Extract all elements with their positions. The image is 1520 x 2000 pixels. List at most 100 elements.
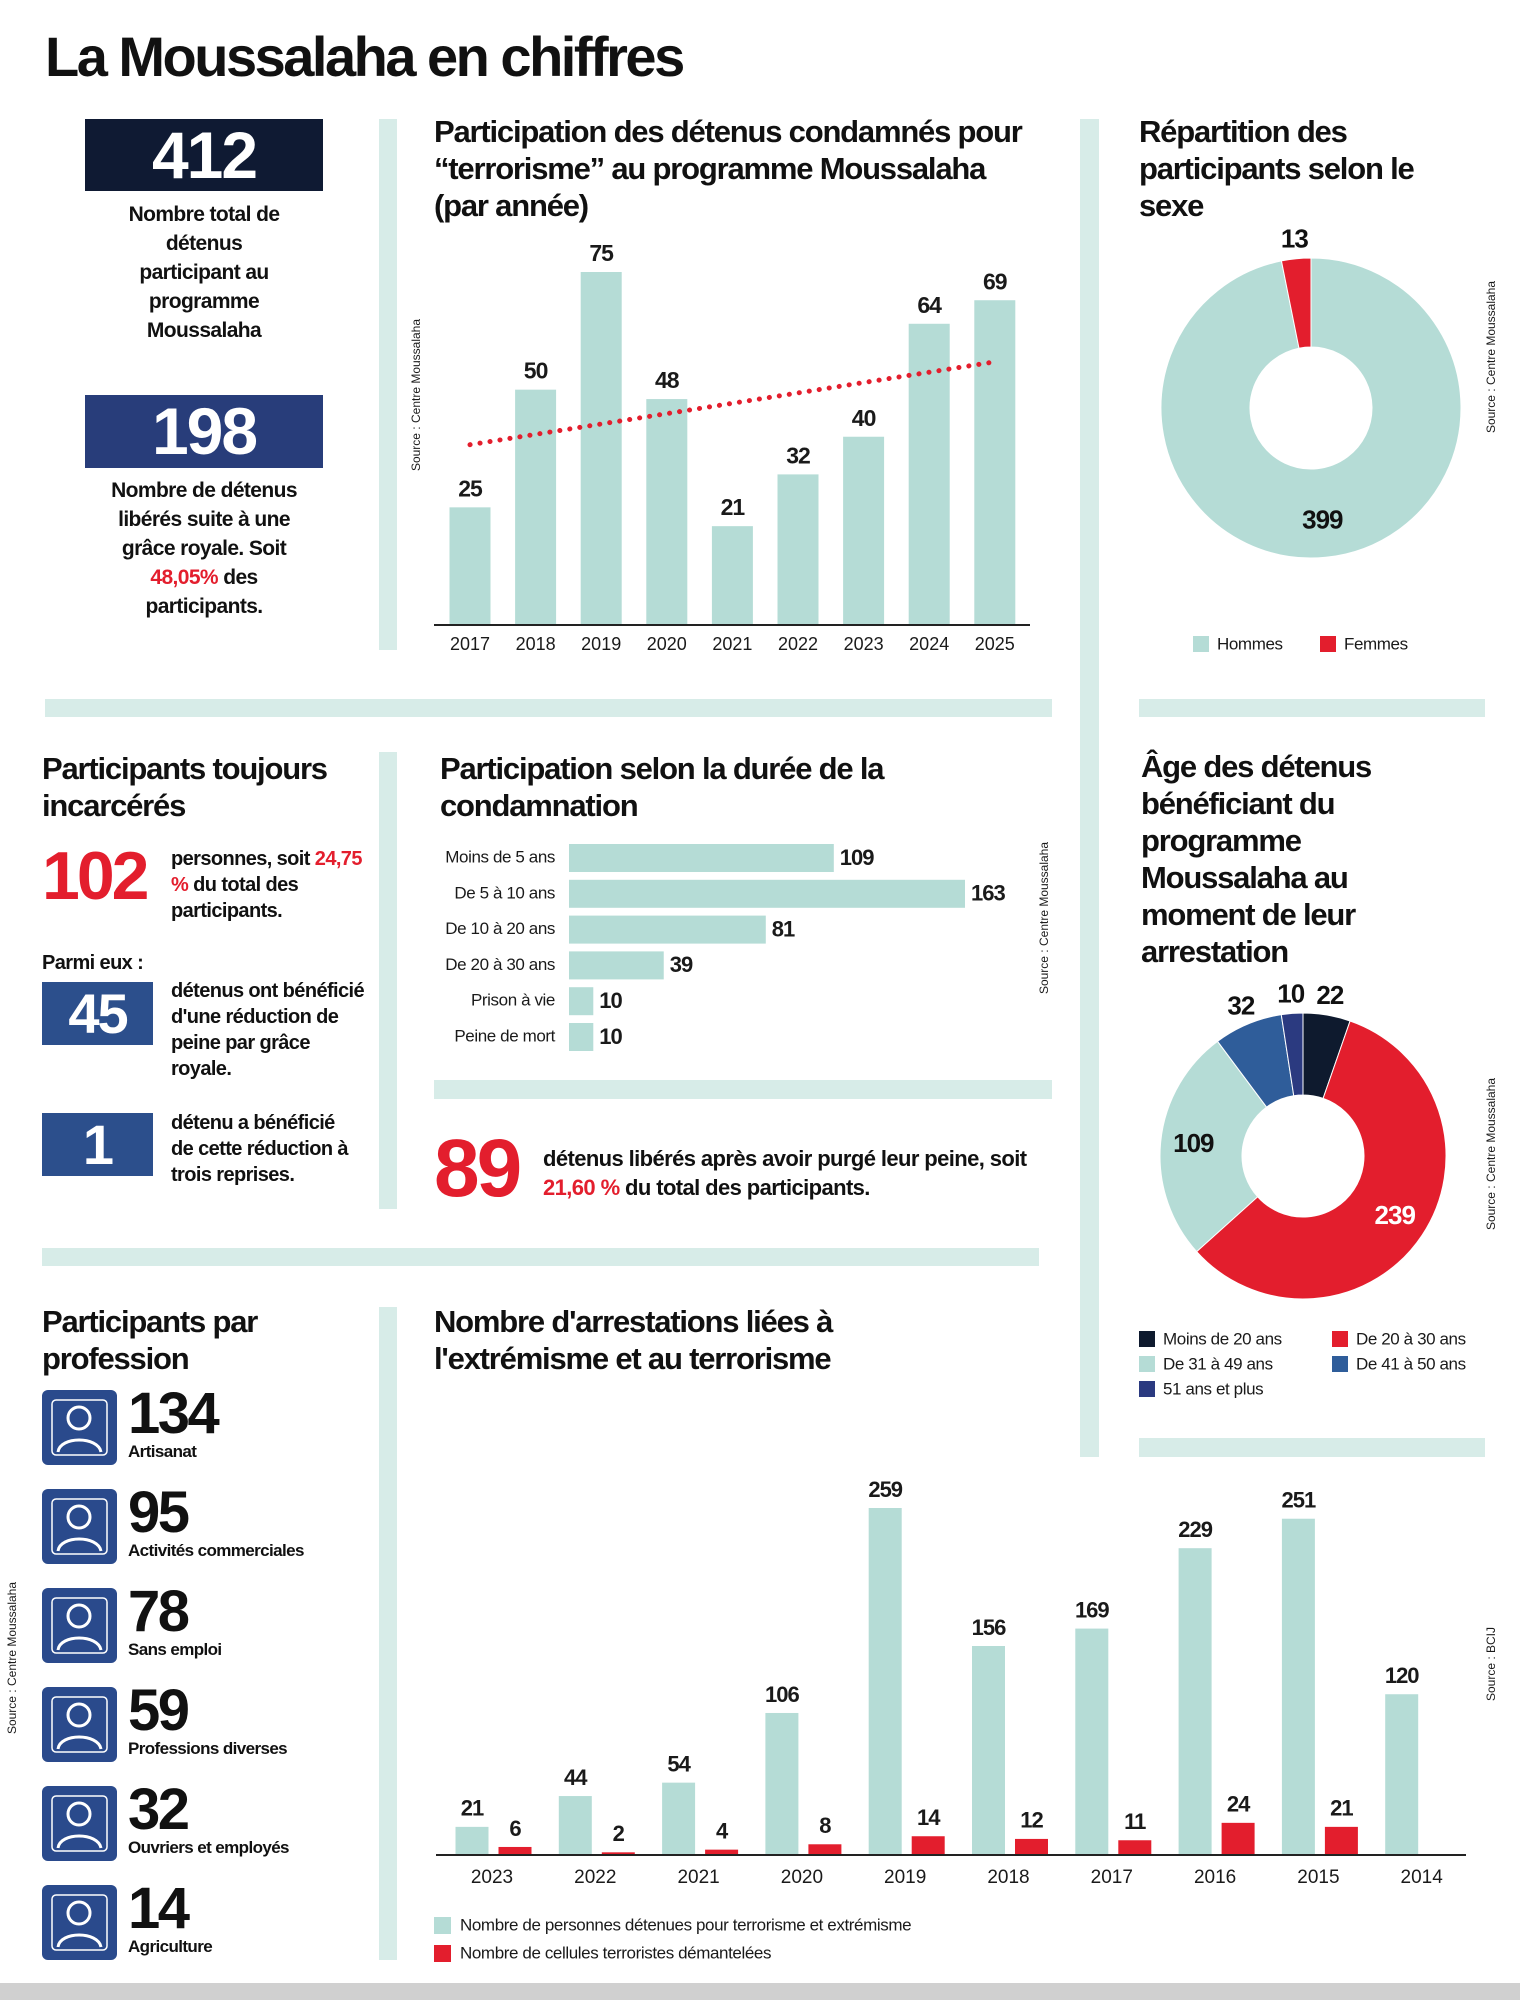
big-number: 89 [434, 1123, 522, 1214]
x-tick-label: 2014 [1401, 1867, 1444, 1888]
stat-text: détenus libérés après avoir purgé leur p… [543, 1144, 1063, 1202]
source: Source : Centre Moussalaha [5, 1582, 19, 1734]
y-tick-label: Peine de mort [454, 1026, 555, 1045]
dividers [42, 119, 1485, 1960]
legend-label: Nombre de personnes détenues pour terror… [460, 1915, 911, 1934]
kpi-label: Nombre total de détenus participant au p… [128, 203, 280, 342]
legend-swatch [1193, 636, 1209, 652]
bar [569, 951, 664, 980]
stat-box: 45 [42, 982, 153, 1045]
x-tick-label: 2025 [975, 634, 1015, 654]
value-label: 54 [667, 1751, 691, 1776]
icon-glyph [51, 1795, 108, 1852]
value-label: 10 [1277, 978, 1304, 1008]
subtitle: Parmi eux : [42, 952, 144, 974]
kpi-value: 198 [85, 395, 323, 468]
stat-text: du total des participants. [625, 1175, 870, 1200]
value-label: 64 [917, 292, 942, 318]
bar [455, 1826, 489, 1855]
value-label: 21 [1330, 1796, 1353, 1821]
page-title: La Moussalaha en chiffres [45, 25, 685, 88]
profession-value: 14 [128, 1876, 190, 1941]
donut-slice [1160, 257, 1462, 559]
legend-label: Hommes [1217, 634, 1283, 653]
bar [558, 1796, 592, 1855]
value-label: 50 [524, 358, 548, 384]
profession-value: 78 [128, 1579, 190, 1644]
profession-icon [42, 1489, 117, 1564]
value-label: 229 [1178, 1517, 1212, 1542]
y-tick-label: De 5 à 10 ans [454, 883, 555, 902]
value-label: 6 [509, 1816, 521, 1841]
x-tick-label: 2020 [781, 1867, 823, 1888]
bar [843, 436, 885, 625]
value-label: 10 [599, 1024, 622, 1049]
profession-label: Ouvriers et employés [128, 1838, 290, 1857]
bar [601, 1852, 635, 1855]
kpi-text: Nombre de détenus libérés suite à une gr… [111, 479, 297, 560]
legend-swatch [1332, 1356, 1348, 1372]
bar [449, 507, 491, 625]
x-tick-label: 2020 [647, 634, 687, 654]
section-title: Participants toujours incarcérés [42, 751, 328, 823]
profession-label: Professions diverses [128, 1739, 288, 1758]
kpi-label: Nombre de détenus libérés suite à une gr… [104, 476, 304, 621]
bar [498, 1846, 532, 1855]
bar [911, 1836, 945, 1855]
x-tick-label: 2017 [450, 634, 490, 654]
donut-slice [1280, 1012, 1304, 1097]
bar [569, 879, 965, 908]
icon-glyph [51, 1894, 108, 1951]
section-title: Participants par profession [42, 1304, 258, 1376]
bar [1075, 1628, 1109, 1855]
bar [972, 1645, 1005, 1855]
icon-glyph [51, 1597, 108, 1654]
x-tick-label: 2016 [1194, 1867, 1236, 1888]
x-tick-label: 2023 [844, 634, 884, 654]
legend-swatch [1139, 1331, 1155, 1347]
divider [379, 1307, 397, 1960]
x-tick-label: 2018 [987, 1867, 1029, 1888]
profession-icon [42, 1786, 117, 1861]
bar [515, 389, 557, 625]
donut-slice [1280, 257, 1312, 349]
kpi-text: des participants. [145, 566, 263, 618]
icon-glyph [51, 1696, 108, 1753]
value-label: 22 [1316, 980, 1343, 1010]
value-label: 69 [983, 268, 1007, 294]
divider [434, 1080, 1052, 1099]
legend-label: 51 ans et plus [1163, 1379, 1263, 1398]
divider [379, 752, 397, 1209]
source: Source : Centre Moussalaha [409, 319, 423, 471]
value-label: 163 [971, 881, 1005, 906]
value-label: 75 [589, 240, 614, 266]
source: Source : Centre Moussalaha [1484, 281, 1498, 433]
divider [1139, 699, 1485, 717]
legend-label: De 41 à 50 ans [1356, 1354, 1466, 1373]
value-label: 14 [917, 1805, 941, 1830]
x-tick-label: 2022 [574, 1867, 616, 1888]
value-label: 251 [1282, 1488, 1316, 1513]
y-tick-label: Moins de 5 ans [445, 847, 555, 866]
bar [705, 1849, 739, 1855]
bar [974, 300, 1016, 625]
y-tick-label: Prison à vie [471, 991, 555, 1010]
value-label: 399 [1302, 505, 1343, 535]
value-label: 44 [564, 1765, 588, 1790]
bar [711, 526, 753, 625]
y-tick-label: De 20 à 30 ans [445, 955, 555, 974]
value-label: 259 [868, 1477, 902, 1502]
x-tick-label: 2021 [712, 634, 752, 654]
bar [1118, 1840, 1152, 1855]
value-label: 32 [1227, 990, 1254, 1020]
stat-box: 1 [42, 1113, 153, 1176]
bar [569, 844, 834, 872]
icon-glyph [51, 1498, 108, 1555]
value-label: 39 [670, 952, 693, 977]
bar [808, 1844, 842, 1855]
stat-text: détenu a bénéficié de cette réduction à … [171, 1112, 349, 1186]
value-label: 120 [1385, 1663, 1419, 1688]
value-label: 10 [599, 988, 622, 1013]
stat-highlight: 24,75 % [171, 848, 362, 896]
